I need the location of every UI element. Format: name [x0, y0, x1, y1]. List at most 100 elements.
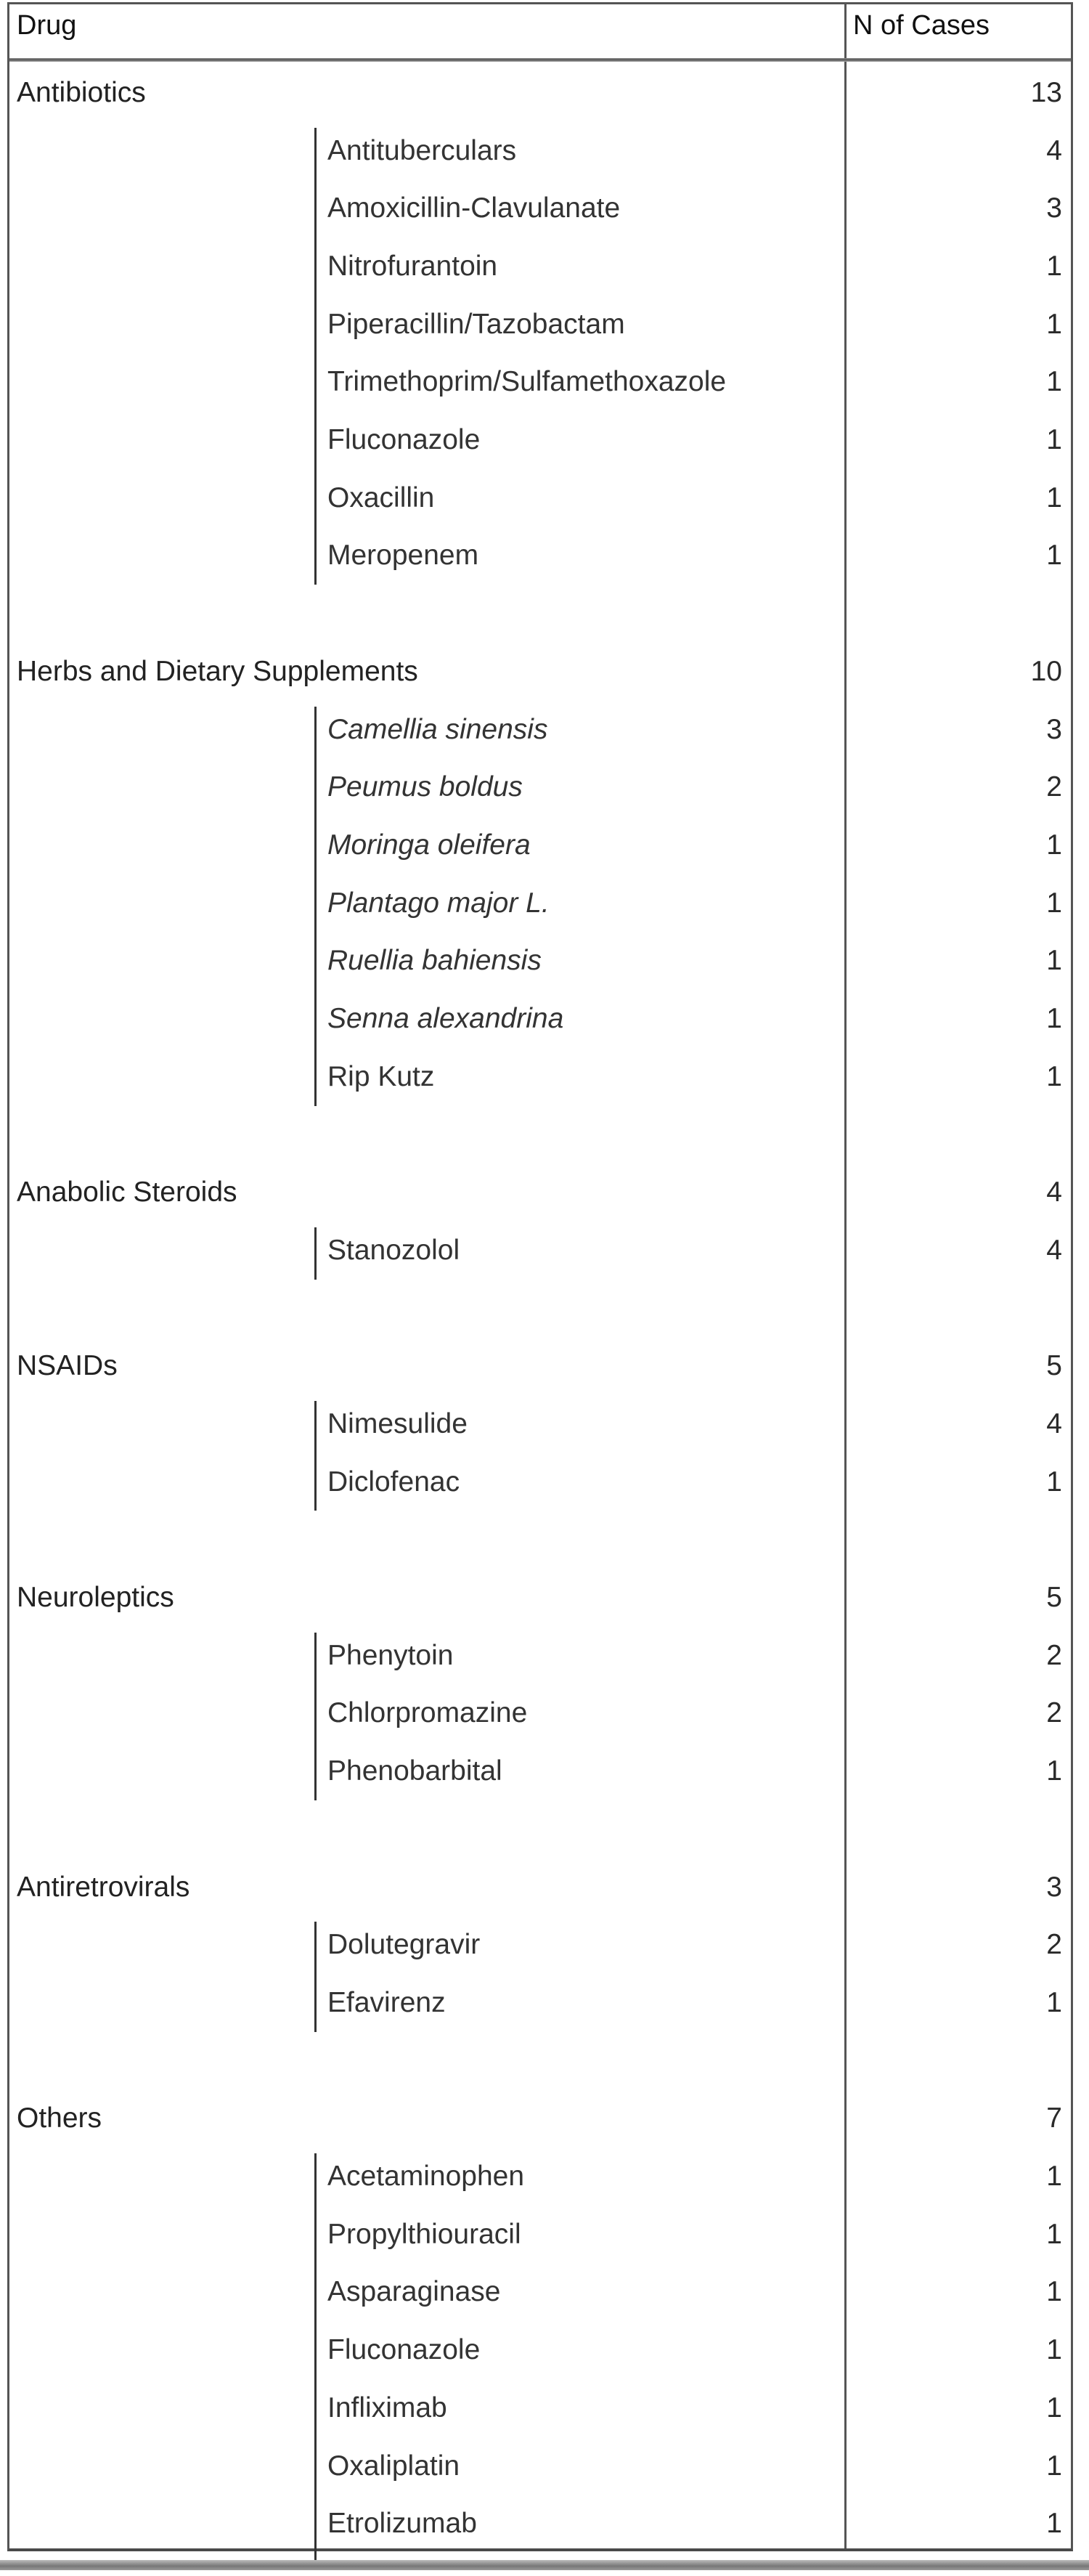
group-bracket-line: [314, 706, 317, 1106]
category-row: NSAIDs 5: [9, 1337, 1071, 1395]
category-name: Herbs and Dietary Supplements: [17, 655, 418, 687]
drug-row: Asparaginase 1: [9, 2264, 1071, 2322]
group-bracket-line: [314, 127, 317, 585]
case-count: 1: [1046, 2218, 1062, 2250]
drug-name: Senna alexandrina: [327, 1003, 564, 1035]
drug-row: Phenobarbital 1: [9, 1742, 1071, 1800]
drug-name: Rip Kutz: [327, 1060, 435, 1092]
drug-name: Ruellia bahiensis: [327, 945, 542, 977]
case-count: 1: [1046, 1003, 1062, 1035]
group-bracket-line: [314, 1401, 317, 1511]
drug-name: Fluconazole: [327, 2334, 481, 2366]
case-count: 3: [1046, 192, 1062, 224]
drug-name: Efavirenz: [327, 1986, 446, 2018]
case-count: 1: [1046, 945, 1062, 977]
drug-row: Infliximab 1: [9, 2379, 1071, 2437]
drug-name: Antituberculars: [327, 134, 517, 166]
header-divider: [9, 58, 1071, 62]
category-name: Antiretrovirals: [17, 1871, 190, 1903]
category-row: Anabolic Steroids 4: [9, 1163, 1071, 1222]
case-count: 3: [1046, 1871, 1062, 1903]
drug-name: Amoxicillin-Clavulanate: [327, 192, 621, 224]
category-name: Anabolic Steroids: [17, 1177, 237, 1208]
drug-row: Oxaliplatin 1: [9, 2437, 1071, 2495]
case-count: 1: [1046, 424, 1062, 456]
drug-row: Fluconazole 1: [9, 2321, 1071, 2379]
case-count: 1: [1046, 887, 1062, 919]
case-count: 10: [1030, 655, 1062, 687]
case-count: 1: [1046, 308, 1062, 340]
drug-row: Camellia sinensis 3: [9, 701, 1071, 759]
case-count: 3: [1046, 713, 1062, 745]
case-count: 1: [1046, 2276, 1062, 2308]
drug-name: Etrolizumab: [327, 2508, 477, 2540]
drug-row: Oxacillin 1: [9, 469, 1071, 527]
category-row: Neuroleptics 5: [9, 1569, 1071, 1627]
drug-name: Stanozolol: [327, 1234, 460, 1266]
case-count: 2: [1046, 1697, 1062, 1729]
drug-name: Dolutegravir: [327, 1929, 481, 1961]
drug-name: Oxaliplatin: [327, 2450, 460, 2482]
drug-row: Propylthiouracil 1: [9, 2206, 1071, 2264]
drug-name: Propylthiouracil: [327, 2218, 521, 2250]
group-bracket-line: [314, 1227, 317, 1280]
drug-name: Nimesulide: [327, 1407, 468, 1439]
case-count: 4: [1046, 1234, 1062, 1266]
drug-row: Efavirenz 1: [9, 1974, 1071, 2032]
category-row: Antibiotics 13: [9, 64, 1071, 122]
drug-row: Acetaminophen 1: [9, 2148, 1071, 2206]
category-row: Others 7: [9, 2090, 1071, 2148]
case-count: 1: [1046, 2392, 1062, 2423]
drug-cases-table: Drug N of Cases Antibiotics 13 Antitubercu…: [7, 2, 1073, 2568]
drug-name: Meropenem: [327, 540, 479, 572]
drug-row: Meropenem 1: [9, 527, 1071, 585]
drug-name: Asparaginase: [327, 2276, 501, 2308]
drug-row: Chlorpromazine 2: [9, 1685, 1071, 1743]
drug-name: Moringa oleifera: [327, 829, 531, 861]
drug-name: Nitrofurantoin: [327, 250, 498, 282]
drug-row: Amoxicillin-Clavulanate 3: [9, 179, 1071, 237]
case-count: 4: [1046, 134, 1062, 166]
case-count: 1: [1046, 2334, 1062, 2366]
case-count: 1: [1046, 2508, 1062, 2540]
bottom-border-band: [0, 2560, 1089, 2570]
case-count: 4: [1046, 1177, 1062, 1208]
category-name: Others: [17, 2102, 102, 2134]
drug-name: Plantago major L.: [327, 887, 550, 919]
category-name: Neuroleptics: [17, 1582, 174, 1614]
case-count: 1: [1046, 540, 1062, 572]
category-name: Antibiotics: [17, 76, 146, 108]
category-row: Herbs and Dietary Supplements 10: [9, 643, 1071, 701]
drug-row: Ruellia bahiensis 1: [9, 933, 1071, 991]
drug-name: Diclofenac: [327, 1466, 460, 1498]
case-count: 2: [1046, 1639, 1062, 1671]
group-bracket-line: [314, 1632, 317, 1800]
case-count: 1: [1046, 1060, 1062, 1092]
drug-row: Nitrofurantoin 1: [9, 237, 1071, 296]
case-count: 13: [1030, 76, 1062, 108]
drug-name: Trimethoprim/Sulfamethoxazole: [327, 366, 727, 398]
case-count: 1: [1046, 1755, 1062, 1787]
drug-name: Infliximab: [327, 2392, 447, 2423]
case-count: 5: [1046, 1350, 1062, 1382]
drug-row: Peumus boldus 2: [9, 758, 1071, 816]
drug-row: Piperacillin/Tazobactam 1: [9, 296, 1071, 354]
case-count: 7: [1046, 2102, 1062, 2134]
drug-row: Antituberculars 4: [9, 122, 1071, 180]
case-count: 1: [1046, 1466, 1062, 1498]
drug-row: Senna alexandrina 1: [9, 990, 1071, 1048]
drug-name: Piperacillin/Tazobactam: [327, 308, 625, 340]
case-count: 1: [1046, 1986, 1062, 2018]
case-count: 1: [1046, 482, 1062, 513]
drug-row: Moringa oleifera 1: [9, 816, 1071, 874]
drug-name: Peumus boldus: [327, 771, 523, 803]
drug-row: Phenytoin 2: [9, 1627, 1071, 1685]
drug-row: Trimethoprim/Sulfamethoxazole 1: [9, 354, 1071, 412]
case-count: 5: [1046, 1582, 1062, 1614]
drug-row: Diclofenac 1: [9, 1453, 1071, 1511]
drug-row: Rip Kutz 1: [9, 1048, 1071, 1106]
case-count: 1: [1046, 2450, 1062, 2482]
case-count: 1: [1046, 366, 1062, 398]
drug-name: Chlorpromazine: [327, 1697, 528, 1729]
case-count: 2: [1046, 771, 1062, 803]
